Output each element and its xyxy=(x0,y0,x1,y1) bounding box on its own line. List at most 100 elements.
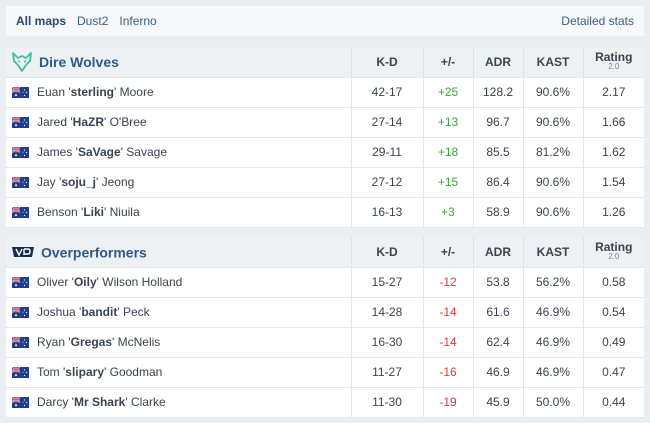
team-header: Overperformers xyxy=(6,237,351,268)
kd-value: 11-27 xyxy=(350,357,423,388)
rating-value: 1.66 xyxy=(582,107,644,138)
player-first-name: Ryan ' xyxy=(37,335,71,349)
player-nickname[interactable]: Liki xyxy=(83,205,104,219)
adr-header: ADR xyxy=(472,237,523,268)
player-nickname[interactable]: Oily xyxy=(73,275,97,289)
tab-all-maps[interactable]: All maps xyxy=(16,14,67,28)
player-cell[interactable]: Oliver 'Oily' Wilson Holland xyxy=(6,267,351,298)
rating-version: 2.0 xyxy=(608,61,620,71)
player-first-name: Joshua ' xyxy=(37,305,82,319)
kast-value: 46.9% xyxy=(522,297,583,328)
australia-flag-icon xyxy=(12,147,29,159)
adr-value: 53.8 xyxy=(472,267,523,298)
rating-value: 2.17 xyxy=(582,77,644,108)
player-nickname[interactable]: bandit xyxy=(81,305,118,319)
tab-dust2[interactable]: Dust2 xyxy=(77,14,109,28)
plus-minus-value: +18 xyxy=(422,137,473,168)
kast-value: 90.6% xyxy=(522,197,583,228)
team-header: Dire Wolves xyxy=(6,47,351,78)
rating-value: 0.47 xyxy=(582,357,644,388)
plus-minus-value: +25 xyxy=(422,77,473,108)
player-nickname[interactable]: sterling xyxy=(70,85,114,99)
player-cell[interactable]: Ryan 'Gregas' McNelis xyxy=(6,327,351,358)
kast-value: 90.6% xyxy=(522,107,583,138)
rating-value: 0.44 xyxy=(582,387,644,418)
player-nickname[interactable]: slipary xyxy=(65,365,104,379)
team-name[interactable]: Overperformers xyxy=(41,244,147,261)
kast-header: KAST xyxy=(522,237,583,268)
wolf-icon xyxy=(12,51,32,72)
kd-value: 15-27 xyxy=(350,267,423,298)
adr-value: 128.2 xyxy=(472,77,523,108)
rating-header: Rating 2.0 xyxy=(582,47,644,78)
map-tabs-bar: All maps Dust2 Inferno Detailed stats xyxy=(6,6,644,36)
australia-flag-icon xyxy=(12,207,29,219)
rating-value: 0.58 xyxy=(582,267,644,298)
kd-value: 16-13 xyxy=(350,197,423,228)
australia-flag-icon xyxy=(12,177,29,189)
table-row: Ryan 'Gregas' McNelis 16-30 -14 62.4 46.9% 0.… xyxy=(6,327,644,358)
team-name[interactable]: Dire Wolves xyxy=(39,53,119,70)
plus-minus-value: -19 xyxy=(422,387,473,418)
player-first-name: Jared ' xyxy=(37,115,73,129)
rating-value: 1.54 xyxy=(582,167,644,198)
player-cell[interactable]: Joshua 'bandit' Peck xyxy=(6,297,351,328)
player-nickname[interactable]: SaVage xyxy=(77,145,121,159)
player-first-name: Euan ' xyxy=(37,85,71,99)
australia-flag-icon xyxy=(12,367,29,379)
player-last-name: ' Wilson Holland xyxy=(96,275,183,289)
rating-label: Rating xyxy=(595,49,633,64)
table-row: Benson 'Liki' Niuila 16-13 +3 58.9 90.6% 1.26 xyxy=(6,197,644,228)
player-first-name: James ' xyxy=(37,145,78,159)
australia-flag-icon xyxy=(12,277,29,289)
rating-version: 2.0 xyxy=(608,251,620,261)
plus-minus-value: -14 xyxy=(422,327,473,358)
australia-flag-icon xyxy=(12,87,29,99)
team-stats-table: Overperformers K-D +/- ADR KAST Rating 2.0 Oliv… xyxy=(6,237,644,418)
table-row: Joshua 'bandit' Peck 14-28 -14 61.6 46.9% 0.5… xyxy=(6,297,644,328)
plus-minus-value: -14 xyxy=(422,297,473,328)
kast-value: 50.0% xyxy=(522,387,583,418)
tab-inferno[interactable]: Inferno xyxy=(119,14,157,28)
player-nickname[interactable]: Gregas xyxy=(70,335,112,349)
player-first-name: Tom ' xyxy=(37,365,66,379)
player-last-name: ' O'Bree xyxy=(104,115,147,129)
adr-value: 85.5 xyxy=(472,137,523,168)
kd-value: 42-17 xyxy=(350,77,423,108)
table-row: Oliver 'Oily' Wilson Holland 15-27 -12 53.8… xyxy=(6,267,644,298)
australia-flag-icon xyxy=(12,117,29,129)
kast-value: 90.6% xyxy=(522,77,583,108)
player-cell[interactable]: Jared 'HaZR' O'Bree xyxy=(6,107,351,138)
kast-value: 56.2% xyxy=(522,267,583,298)
table-row: James 'SaVage' Savage 29-11 +18 85.5 81.2% 1.… xyxy=(6,137,644,168)
player-last-name: ' Peck xyxy=(117,305,150,319)
player-nickname[interactable]: Mr Shark xyxy=(73,395,126,409)
player-first-name: Darcy ' xyxy=(37,395,74,409)
player-first-name: Benson ' xyxy=(37,205,84,219)
table-header-row: Overperformers K-D +/- ADR KAST Rating 2.0 xyxy=(6,237,644,268)
kd-header: K-D xyxy=(350,47,423,78)
player-first-name: Jay ' xyxy=(37,175,62,189)
australia-flag-icon xyxy=(12,307,29,319)
player-cell[interactable]: Benson 'Liki' Niuila xyxy=(6,197,351,228)
table-row: Jared 'HaZR' O'Bree 27-14 +13 96.7 90.6% 1.66 xyxy=(6,107,644,138)
overperformers-logo-icon xyxy=(12,247,34,258)
player-last-name: ' Savage xyxy=(120,145,167,159)
table-row: Euan 'sterling' Moore 42-17 +25 128.2 90.6% 2… xyxy=(6,77,644,108)
player-cell[interactable]: James 'SaVage' Savage xyxy=(6,137,351,168)
player-nickname[interactable]: soju_j xyxy=(61,175,96,189)
player-last-name: ' McNelis xyxy=(112,335,161,349)
player-first-name: Oliver ' xyxy=(37,275,74,289)
adr-value: 58.9 xyxy=(472,197,523,228)
australia-flag-icon xyxy=(12,337,29,349)
kast-value: 90.6% xyxy=(522,167,583,198)
player-cell[interactable]: Tom 'slipary' Goodman xyxy=(6,357,351,388)
kast-value: 46.9% xyxy=(522,357,583,388)
detailed-stats-link[interactable]: Detailed stats xyxy=(561,14,634,28)
plus-minus-value: -12 xyxy=(422,267,473,298)
player-cell[interactable]: Darcy 'Mr Shark' Clarke xyxy=(6,387,351,418)
player-cell[interactable]: Euan 'sterling' Moore xyxy=(6,77,351,108)
player-nickname[interactable]: HaZR xyxy=(72,115,104,129)
player-cell[interactable]: Jay 'soju_j' Jeong xyxy=(6,167,351,198)
australia-flag-icon xyxy=(12,397,29,409)
